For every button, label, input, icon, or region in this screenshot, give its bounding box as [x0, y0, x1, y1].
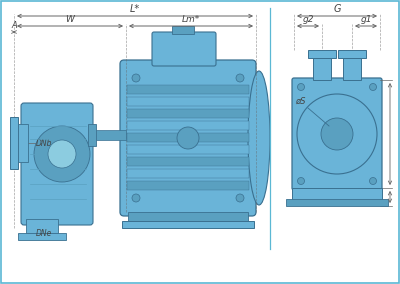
Text: Lm*: Lm*: [182, 15, 200, 24]
Circle shape: [370, 83, 376, 91]
Circle shape: [48, 140, 76, 168]
Text: øS: øS: [296, 97, 306, 106]
Circle shape: [132, 74, 140, 82]
Bar: [127, 121, 249, 130]
Bar: [26, 104, 88, 224]
Circle shape: [298, 178, 304, 185]
Circle shape: [321, 118, 353, 150]
FancyBboxPatch shape: [152, 32, 216, 66]
Circle shape: [297, 94, 377, 174]
Bar: [96, 130, 126, 140]
Bar: [128, 212, 248, 222]
Bar: [122, 221, 254, 228]
Bar: [127, 133, 249, 142]
Circle shape: [236, 74, 244, 82]
Bar: [18, 124, 28, 162]
Bar: [127, 157, 249, 166]
Bar: [127, 109, 249, 118]
Circle shape: [298, 83, 304, 91]
Circle shape: [370, 178, 376, 185]
Bar: [127, 145, 249, 154]
FancyBboxPatch shape: [120, 60, 256, 216]
Text: A: A: [11, 21, 17, 30]
Bar: [18, 233, 66, 240]
FancyBboxPatch shape: [292, 78, 382, 190]
Circle shape: [177, 127, 199, 149]
Circle shape: [34, 126, 90, 182]
Bar: [127, 85, 249, 94]
Bar: [343, 58, 361, 80]
Bar: [26, 219, 58, 233]
Text: g1: g1: [360, 15, 372, 24]
Text: G: G: [333, 4, 341, 14]
Text: L*: L*: [130, 4, 140, 14]
Bar: [127, 181, 249, 190]
Text: DNe: DNe: [36, 229, 52, 239]
Bar: [127, 97, 249, 106]
Text: W: W: [66, 15, 74, 24]
Ellipse shape: [248, 71, 270, 205]
Bar: [10, 117, 18, 169]
Bar: [338, 50, 366, 58]
Bar: [286, 199, 388, 206]
FancyBboxPatch shape: [21, 103, 93, 225]
Bar: [127, 169, 249, 178]
Bar: [313, 58, 331, 80]
Circle shape: [236, 194, 244, 202]
Bar: [308, 50, 336, 58]
Bar: [292, 188, 382, 200]
Circle shape: [132, 194, 140, 202]
Text: DNb: DNb: [36, 139, 52, 147]
Bar: [88, 124, 96, 146]
Bar: [172, 26, 194, 34]
Text: g2: g2: [302, 15, 314, 24]
